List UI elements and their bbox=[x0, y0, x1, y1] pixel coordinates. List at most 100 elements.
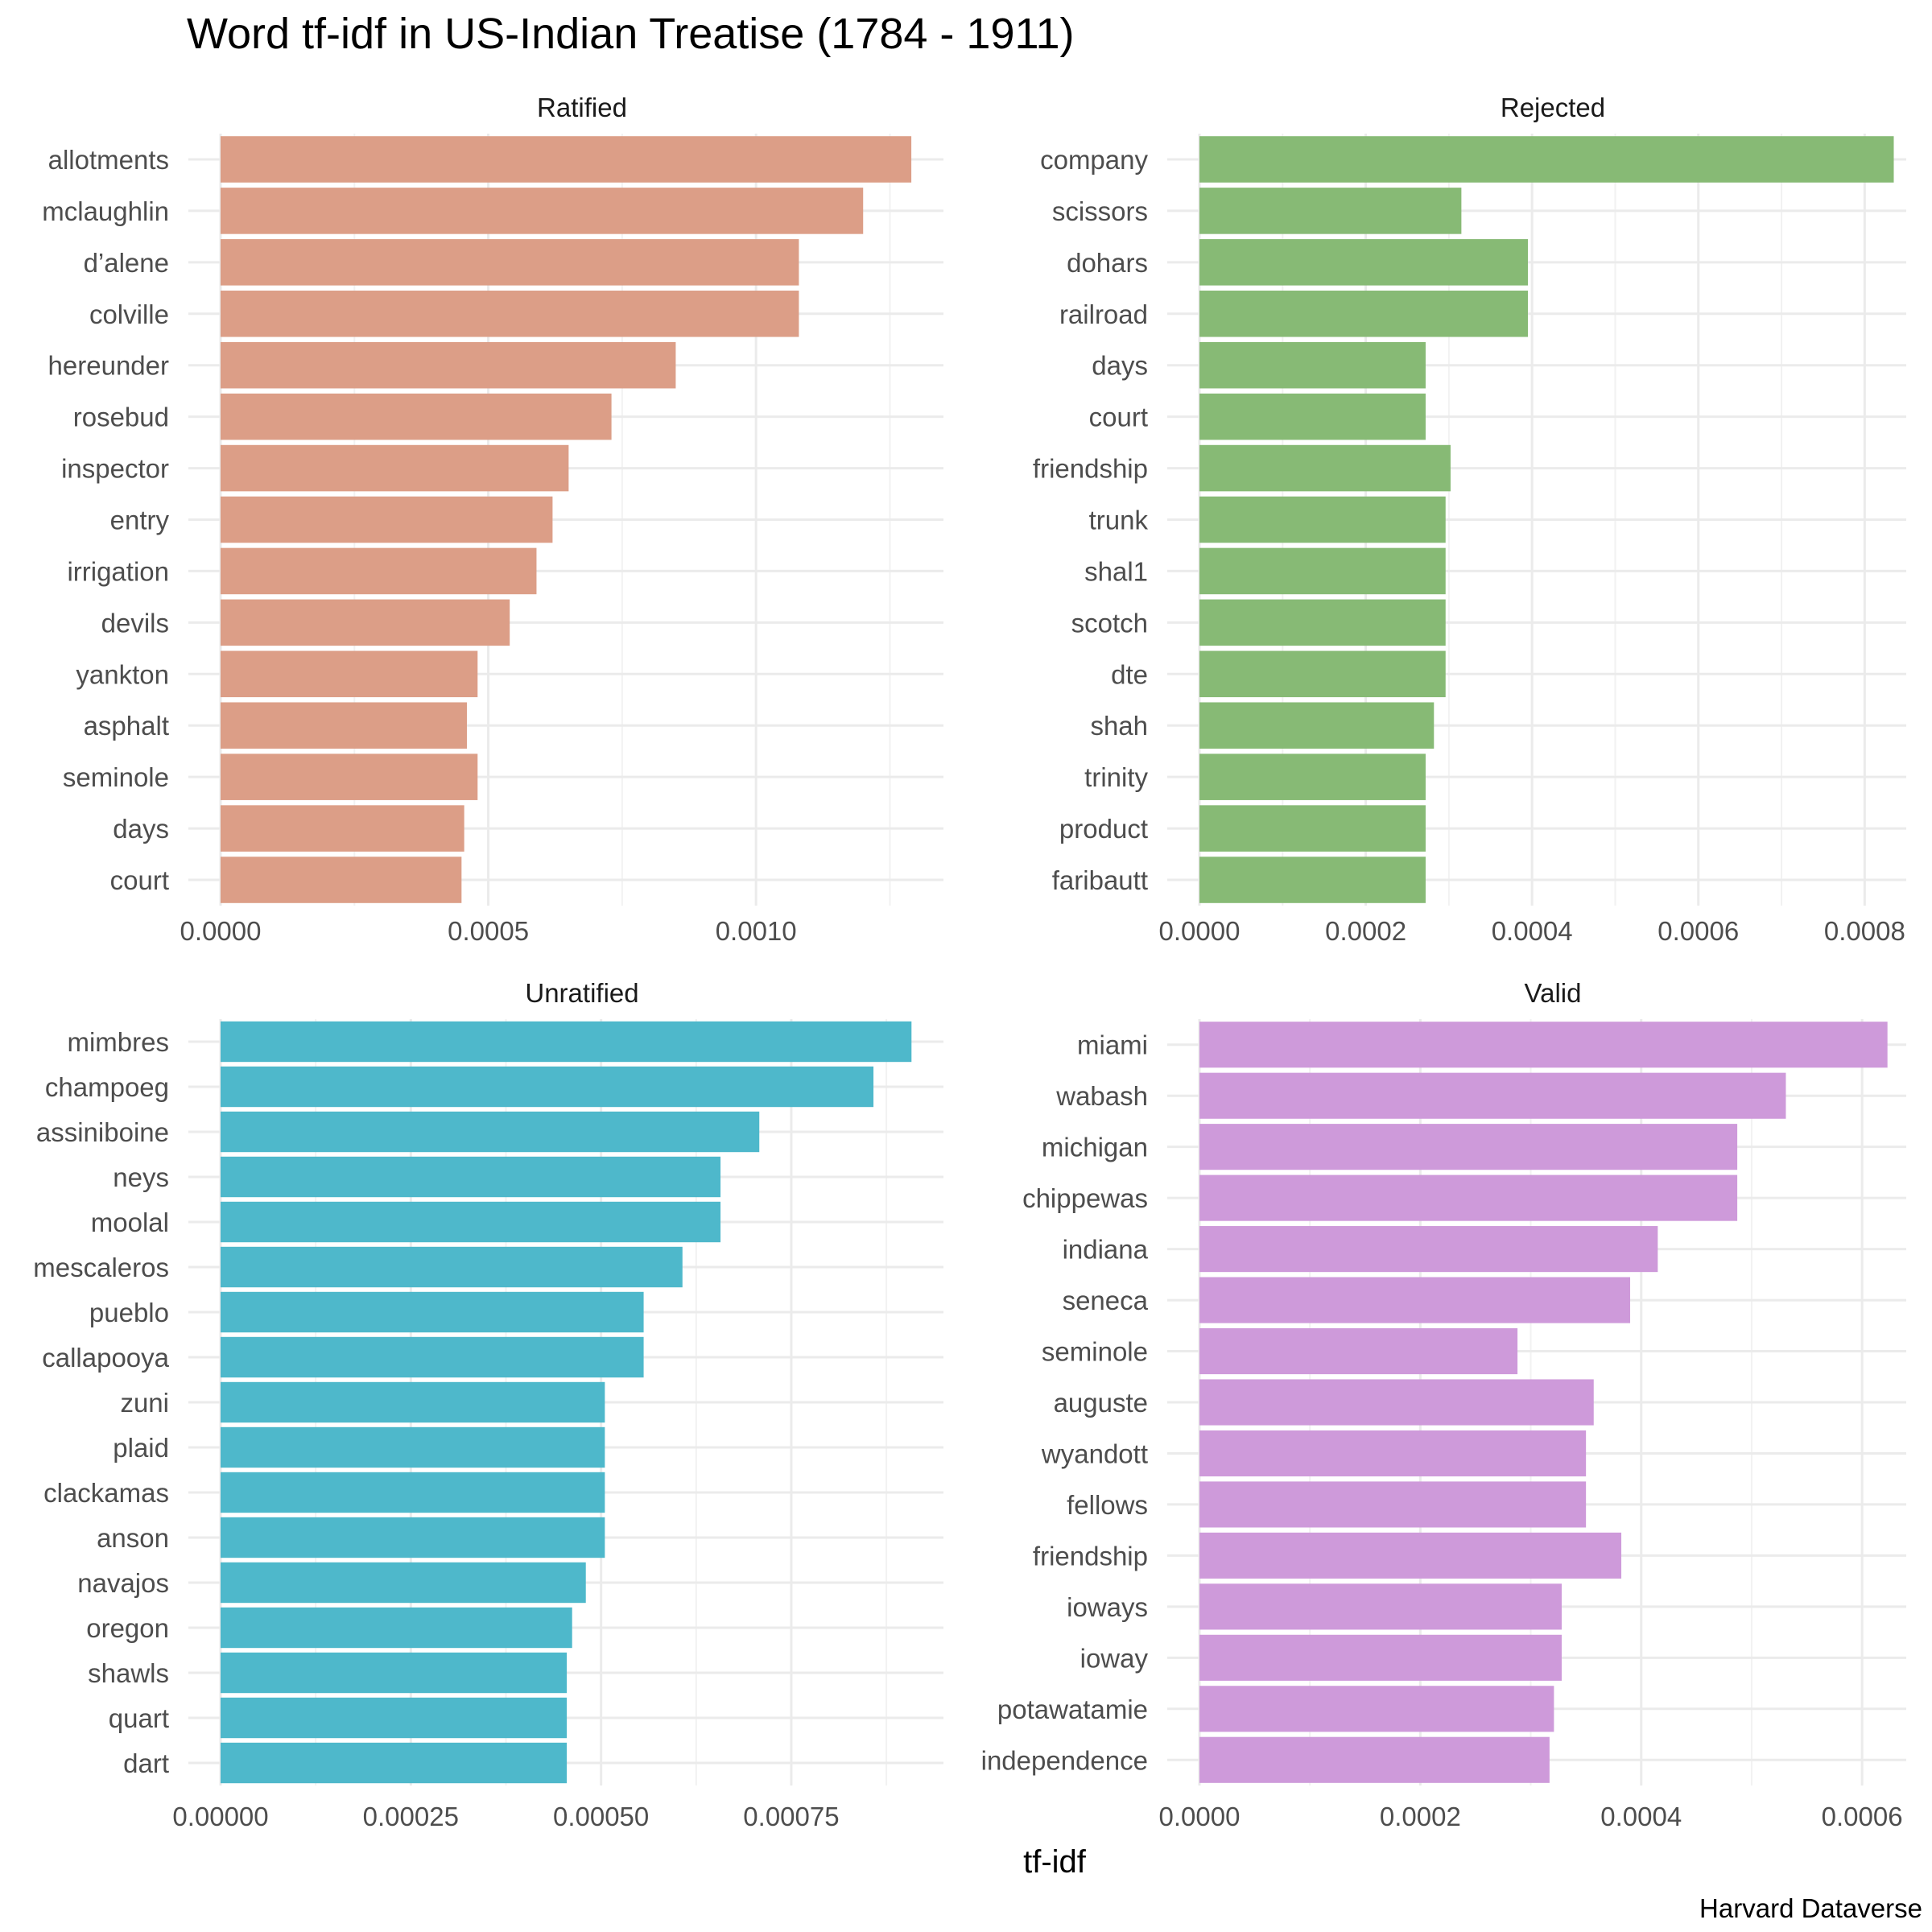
bar-navajos bbox=[221, 1562, 586, 1604]
bar-dart bbox=[221, 1742, 568, 1784]
bar-company bbox=[1199, 136, 1894, 183]
y-tick-label: dte bbox=[1111, 659, 1148, 689]
facet-strip-label: Ratified bbox=[537, 93, 627, 122]
x-tick-label: 0.0008 bbox=[1824, 916, 1905, 946]
facet-valid: 0.0000 0.0002 0.0004 0.0006 miami wabash michi… bbox=[981, 978, 1906, 1831]
y-tick-label: inspector bbox=[61, 454, 169, 484]
y-tick-label: asphalt bbox=[84, 711, 169, 741]
x-tick-label: 0.0000 bbox=[1159, 916, 1241, 946]
y-tick-label: colville bbox=[89, 299, 169, 329]
bar-days bbox=[221, 805, 464, 852]
y-tick-label: navajos bbox=[77, 1568, 169, 1598]
x-tick-label: 0.0005 bbox=[448, 916, 529, 946]
bar-devils bbox=[221, 599, 510, 646]
bar-wabash bbox=[1199, 1072, 1786, 1119]
y-tick-label: ioways bbox=[1067, 1592, 1148, 1622]
x-tick-label: 0.0002 bbox=[1380, 1802, 1461, 1831]
x-tick-label: 0.0004 bbox=[1492, 916, 1573, 946]
facet-strip-label: Valid bbox=[1525, 978, 1582, 1008]
y-tick-label: independence bbox=[981, 1745, 1148, 1775]
bar-quart bbox=[221, 1697, 568, 1739]
bar-allotments bbox=[221, 136, 912, 183]
bar-days bbox=[1199, 341, 1426, 389]
chart-title: Word tf-idf in US-Indian Treatise (1784 … bbox=[187, 10, 1075, 58]
bar-anson bbox=[221, 1517, 605, 1558]
y-tick-label: wabash bbox=[1055, 1081, 1148, 1111]
bar-shal1 bbox=[1199, 547, 1446, 595]
y-tick-label: indiana bbox=[1063, 1235, 1149, 1265]
bar-scissors bbox=[1199, 188, 1462, 234]
y-tick-label: scotch bbox=[1071, 608, 1148, 638]
x-tick-label: 0.0010 bbox=[716, 916, 797, 946]
bar-shah bbox=[1199, 702, 1435, 749]
bar-miami bbox=[1199, 1022, 1888, 1068]
facet-rejected: 0.0000 0.0002 0.0004 0.0006 0.0008 company sci… bbox=[1033, 93, 1906, 946]
y-tick-label: yankton bbox=[76, 659, 169, 689]
y-tick-label: d’alene bbox=[84, 248, 169, 278]
bar-court bbox=[1199, 393, 1426, 440]
bar-assiniboine bbox=[221, 1111, 760, 1153]
bar-callapooya bbox=[221, 1336, 644, 1378]
bar-seminole bbox=[1199, 1327, 1518, 1375]
bar-product bbox=[1199, 805, 1426, 852]
y-tick-label: zuni bbox=[120, 1388, 169, 1418]
x-tick-label: 0.00050 bbox=[553, 1802, 649, 1831]
bar-potawatamie bbox=[1199, 1686, 1554, 1732]
y-tick-label: faribautt bbox=[1052, 865, 1148, 895]
bar-oregon bbox=[221, 1607, 572, 1649]
facet-ratified: 0.0000 0.0005 0.0010 allotments mclaughlin d’… bbox=[42, 93, 943, 946]
y-tick-label: devils bbox=[101, 608, 169, 638]
y-tick-label: shawls bbox=[88, 1658, 169, 1688]
bar-inspector bbox=[221, 444, 569, 492]
y-tick-label: shah bbox=[1090, 711, 1148, 741]
y-tick-label: chippewas bbox=[1022, 1183, 1148, 1213]
bar-railroad bbox=[1199, 290, 1529, 337]
bar-mescaleros bbox=[221, 1246, 683, 1288]
bar-friendship bbox=[1199, 1532, 1622, 1579]
y-tick-label: assiniboine bbox=[36, 1117, 169, 1147]
y-tick-label: railroad bbox=[1059, 299, 1148, 329]
bar-friendship bbox=[1199, 444, 1451, 492]
bar-plaid bbox=[221, 1426, 605, 1468]
bar-d’alene bbox=[221, 239, 799, 286]
bar-dohars bbox=[1199, 239, 1529, 286]
y-tick-label: court bbox=[1089, 402, 1148, 432]
x-tick-label: 0.00025 bbox=[363, 1802, 459, 1831]
y-tick-label: court bbox=[110, 865, 169, 895]
bar-independence bbox=[1199, 1736, 1550, 1783]
y-tick-label: days bbox=[113, 814, 169, 844]
y-tick-label: neys bbox=[113, 1162, 169, 1192]
y-tick-label: mclaughlin bbox=[42, 196, 169, 226]
y-tick-label: auguste bbox=[1054, 1388, 1148, 1418]
x-tick-label: 0.0000 bbox=[180, 916, 262, 946]
bar-faribautt bbox=[1199, 857, 1426, 903]
bar-ioways bbox=[1199, 1583, 1562, 1630]
bar-dte bbox=[1199, 650, 1446, 698]
x-tick-label: 0.00000 bbox=[172, 1802, 268, 1831]
bar-moolal bbox=[221, 1201, 721, 1243]
bar-wyandott bbox=[1199, 1430, 1587, 1477]
y-tick-label: company bbox=[1040, 145, 1148, 175]
bar-court bbox=[221, 857, 462, 903]
y-tick-label: scissors bbox=[1052, 196, 1148, 226]
facet-panels: 0.0000 0.0005 0.0010 allotments mclaughlin d’… bbox=[33, 93, 1906, 1831]
x-tick-label: 0.00075 bbox=[743, 1802, 839, 1831]
y-tick-label: quart bbox=[109, 1703, 169, 1733]
y-tick-label: seneca bbox=[1063, 1286, 1149, 1315]
x-tick-label: 0.0006 bbox=[1822, 1802, 1903, 1831]
y-tick-label: moolal bbox=[91, 1208, 169, 1237]
facet-strip-label: Unratified bbox=[525, 978, 638, 1008]
bar-hereunder bbox=[221, 341, 676, 389]
y-tick-label: wyandott bbox=[1041, 1439, 1148, 1468]
bar-seminole bbox=[221, 753, 478, 800]
y-tick-label: plaid bbox=[113, 1433, 169, 1463]
bar-yankton bbox=[221, 650, 478, 698]
facet-strip-label: Rejected bbox=[1501, 93, 1605, 122]
bar-entry bbox=[221, 496, 553, 543]
bar-neys bbox=[221, 1156, 721, 1198]
bar-trinity bbox=[1199, 753, 1426, 800]
y-tick-label: oregon bbox=[86, 1613, 169, 1643]
bar-mclaughlin bbox=[221, 188, 864, 234]
y-tick-label: friendship bbox=[1033, 1541, 1148, 1571]
